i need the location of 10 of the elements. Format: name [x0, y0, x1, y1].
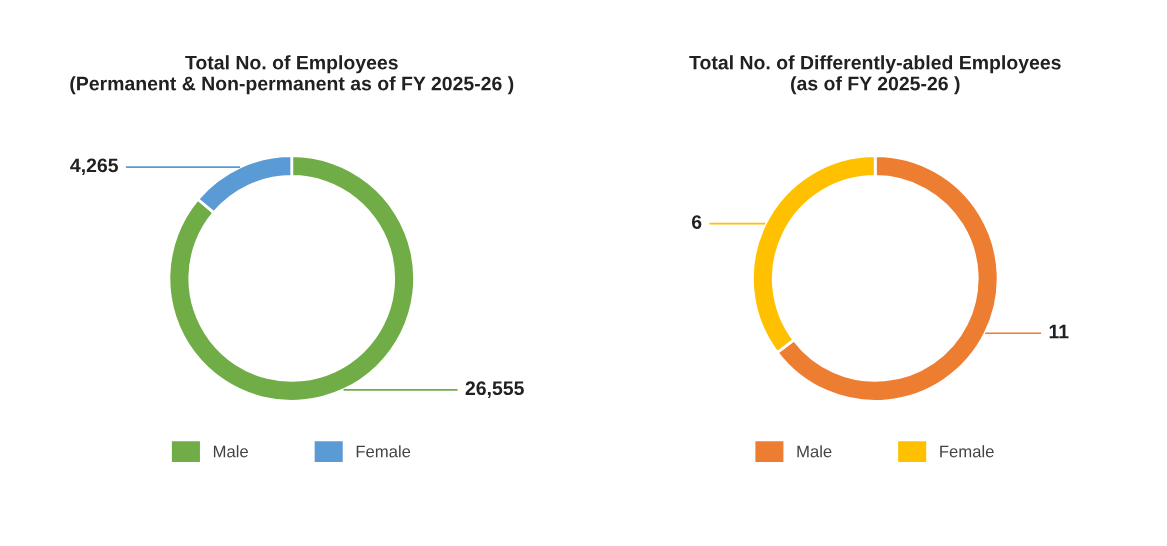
legend-label: Female	[356, 445, 411, 458]
legend-label: Female	[940, 445, 994, 458]
chart-title: Total No. of Differently-abled Employees (as of FY 2025-26 )	[689, 55, 1061, 95]
data-label: 26,555	[465, 381, 524, 398]
chart-title: Total No. of Employees (Permanent & Non-permanent as of FY 2025-26 )	[70, 55, 514, 95]
data-label: 6	[691, 215, 702, 229]
data-label: 4,265	[70, 158, 119, 176]
legend-label: Male	[213, 445, 248, 458]
legend-label: Male	[797, 445, 832, 458]
data-label: 11	[1049, 324, 1069, 339]
